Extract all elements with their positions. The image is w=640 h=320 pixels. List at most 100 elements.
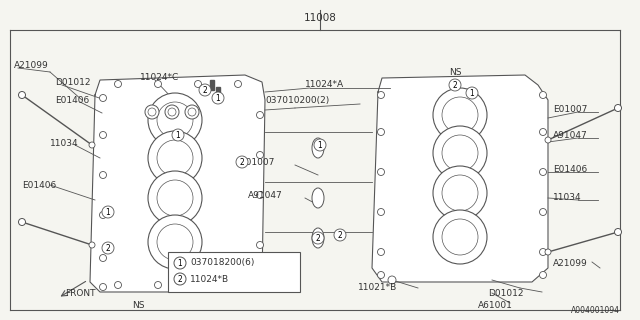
Text: 11024*B: 11024*B <box>190 275 229 284</box>
Circle shape <box>102 206 114 218</box>
Circle shape <box>168 108 176 116</box>
Polygon shape <box>90 75 265 292</box>
Text: 1: 1 <box>470 89 474 98</box>
Bar <box>210 80 214 90</box>
Text: 11034: 11034 <box>50 139 79 148</box>
Circle shape <box>257 242 264 249</box>
Circle shape <box>148 108 156 116</box>
Circle shape <box>99 254 106 261</box>
Circle shape <box>540 169 547 175</box>
Text: 11024*A: 11024*A <box>305 79 344 89</box>
Circle shape <box>212 92 224 104</box>
Circle shape <box>99 132 106 139</box>
Circle shape <box>174 257 186 269</box>
Circle shape <box>433 88 487 142</box>
Circle shape <box>157 140 193 176</box>
Circle shape <box>466 87 478 99</box>
Circle shape <box>172 129 184 141</box>
Text: 037018200(6): 037018200(6) <box>190 259 254 268</box>
Text: A91047: A91047 <box>248 190 283 199</box>
Text: NS: NS <box>449 68 461 76</box>
Text: E01007: E01007 <box>553 105 588 114</box>
Circle shape <box>540 249 547 255</box>
Text: A21099: A21099 <box>553 259 588 268</box>
Circle shape <box>442 219 478 255</box>
Circle shape <box>442 97 478 133</box>
Circle shape <box>442 175 478 211</box>
Circle shape <box>195 282 202 289</box>
Text: 2: 2 <box>106 244 110 252</box>
Circle shape <box>154 81 161 87</box>
Circle shape <box>540 209 547 215</box>
Text: E01406: E01406 <box>22 180 56 189</box>
Text: 1: 1 <box>106 207 110 217</box>
Text: 11008: 11008 <box>303 13 337 23</box>
Text: 037010200(2): 037010200(2) <box>265 95 329 105</box>
Circle shape <box>89 242 95 248</box>
Text: 1: 1 <box>175 131 180 140</box>
Circle shape <box>148 215 202 269</box>
Circle shape <box>433 126 487 180</box>
Text: 11021*B: 11021*B <box>358 284 397 292</box>
Circle shape <box>378 92 385 99</box>
Circle shape <box>99 284 106 291</box>
Text: 2: 2 <box>239 157 244 166</box>
Bar <box>168 252 300 292</box>
Circle shape <box>195 81 202 87</box>
Text: A21099: A21099 <box>14 60 49 69</box>
Circle shape <box>115 282 122 289</box>
Circle shape <box>154 282 161 289</box>
Circle shape <box>148 93 202 147</box>
Ellipse shape <box>312 188 324 208</box>
Circle shape <box>99 212 106 219</box>
Text: FRONT: FRONT <box>65 289 95 298</box>
Circle shape <box>545 249 551 255</box>
Circle shape <box>188 108 196 116</box>
Text: 2: 2 <box>203 85 207 94</box>
Circle shape <box>234 81 241 87</box>
Circle shape <box>99 172 106 179</box>
Text: A61001: A61001 <box>478 300 513 309</box>
Circle shape <box>540 271 547 278</box>
Circle shape <box>165 105 179 119</box>
Circle shape <box>378 249 385 255</box>
Circle shape <box>378 209 385 215</box>
Circle shape <box>99 94 106 101</box>
Circle shape <box>199 84 211 96</box>
Circle shape <box>442 135 478 171</box>
Text: 11034: 11034 <box>553 193 582 202</box>
Text: 2: 2 <box>178 275 182 284</box>
Circle shape <box>257 111 264 118</box>
Circle shape <box>433 166 487 220</box>
Circle shape <box>614 228 621 236</box>
Circle shape <box>314 139 326 151</box>
Text: 1: 1 <box>178 259 182 268</box>
Circle shape <box>157 102 193 138</box>
Circle shape <box>148 171 202 225</box>
Circle shape <box>145 105 159 119</box>
Text: 1: 1 <box>317 140 323 149</box>
Circle shape <box>540 92 547 99</box>
Text: 2: 2 <box>338 230 342 239</box>
Text: 2: 2 <box>452 81 458 90</box>
Text: D01012: D01012 <box>488 289 524 298</box>
Bar <box>216 87 220 97</box>
Ellipse shape <box>312 228 324 248</box>
Circle shape <box>148 131 202 185</box>
Circle shape <box>540 129 547 135</box>
Circle shape <box>257 151 264 158</box>
Text: D01012: D01012 <box>55 77 90 86</box>
Circle shape <box>234 282 241 289</box>
Circle shape <box>157 224 193 260</box>
Circle shape <box>378 271 385 278</box>
Circle shape <box>257 191 264 198</box>
Circle shape <box>433 210 487 264</box>
Circle shape <box>378 129 385 135</box>
Polygon shape <box>372 75 548 282</box>
Circle shape <box>545 137 551 143</box>
Text: 1: 1 <box>216 93 220 102</box>
Text: A91047: A91047 <box>553 131 588 140</box>
Circle shape <box>312 232 324 244</box>
Circle shape <box>236 156 248 168</box>
Circle shape <box>89 142 95 148</box>
